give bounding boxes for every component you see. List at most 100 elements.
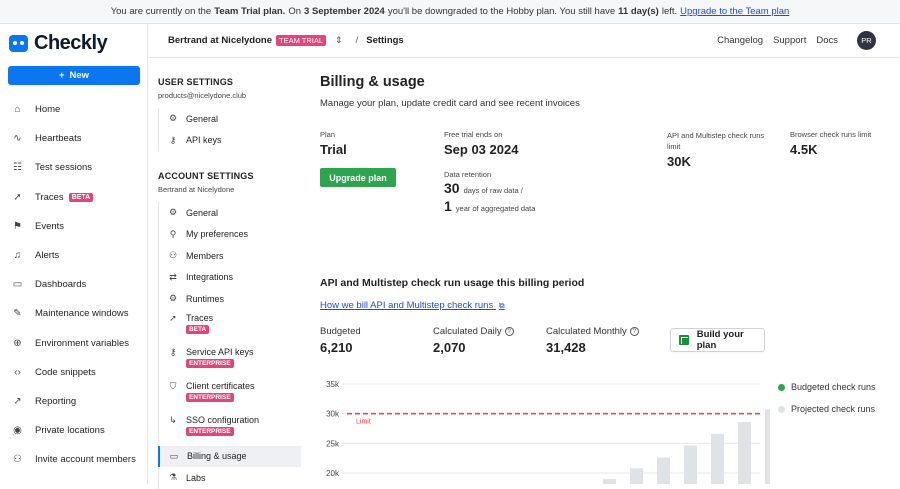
monthly-label: Calculated Monthly [546,326,627,337]
settings-item-label: Client certificates [186,380,255,391]
settings-item-text: My preferences [186,229,248,239]
enterprise-badge: ENTERPRISE [186,358,234,368]
settings-item-text: Service API keys ENTERPRISE [186,347,254,368]
help-icon[interactable]: ? [504,326,514,336]
retention-raw-num: 30 [444,180,460,196]
settings-item-runtimes[interactable]: ⚙ Runtimes [159,288,301,310]
sidebar-item-private-locations[interactable]: ◉ Private locations [0,416,148,445]
sidebar-item-test-sessions[interactable]: ☷ Test sessions [0,153,148,182]
settings-item-labs[interactable]: ⚗ Labs [159,467,301,489]
settings-item-my-preferences[interactable]: ⚲ My preferences [159,224,301,246]
enterprise-badge: ENTERPRISE [186,392,234,402]
sidebar-item-reporting[interactable]: ↗ Reporting [0,387,148,416]
chevron-updown-icon[interactable]: ⇕ [335,35,343,45]
sidebar: Checkly + New ⌂ Home ∿ Heartbeats ☷ Test sess… [0,24,148,484]
spreadsheet-icon [679,335,689,345]
usage-title: API and Multistep check run usage this b… [320,277,585,289]
settings-item-members[interactable]: ⚇ Members [159,245,301,267]
org-switcher[interactable]: Bertrand at Nicelydone [168,35,272,46]
browser-limit-value: 4.5K [790,142,818,157]
sidebar-item-heartbeats[interactable]: ∿ Heartbeats [0,124,148,153]
settings-item-icon: ⚗ [168,472,178,483]
projected-bar[interactable] [684,445,697,484]
budgeted-label: Budgeted [320,326,361,337]
legend-projected[interactable]: Projected check runs [778,404,875,414]
settings-item-general[interactable]: ⚙ General [159,202,301,224]
projected-bar[interactable] [603,478,616,484]
banner-days: 11 day(s) [618,6,659,17]
projected-bar[interactable] [738,421,751,484]
plus-icon: + [58,70,65,81]
banner-left: left. [661,6,678,17]
settings-item-traces[interactable]: ➚ Traces BETA [159,310,301,344]
logo[interactable]: Checkly [9,32,108,55]
sidebar-item-label: Maintenance windows [35,308,129,320]
user-settings-list: ⚙ General ⚷ API keys [158,108,301,151]
sidebar-item-label: Code snippets [35,366,96,378]
settings-item-text: Labs [186,473,206,483]
rocket-icon: ➚ [13,191,22,203]
settings-item-label: Runtimes [186,293,225,304]
sidebar-item-label: Alerts [35,250,60,262]
upgrade-plan-button[interactable]: Upgrade plan [320,168,396,187]
sidebar-item-dashboards[interactable]: ▭ Dashboards [0,270,148,299]
settings-item-integrations[interactable]: ⇄ Integrations [159,267,301,289]
upgrade-team-link[interactable]: Upgrade to the Team plan [680,6,790,17]
code-icon: ‹› [14,366,21,378]
top-links: Changelog Support Docs [717,35,838,46]
settings-item-client-certificates[interactable]: ⛉ Client certificates ENTERPRISE [159,378,301,412]
avatar[interactable]: PR [857,31,876,50]
changelog-link[interactable]: Changelog [717,35,764,46]
docs-link[interactable]: Docs [816,35,838,46]
projected-bar[interactable] [765,409,770,484]
settings-item-icon: ⚙ [168,207,178,218]
settings-item-general[interactable]: ⚙ General [159,108,301,130]
settings-item-icon: ▭ [169,450,179,461]
help-icon[interactable]: ? [629,326,639,336]
projected-bar[interactable] [711,433,724,484]
settings-item-text: Traces BETA [186,313,213,334]
sidebar-item-code-snippets[interactable]: ‹› Code snippets [0,358,148,387]
page-subtitle: Manage your plan, update credit card and… [320,98,580,109]
sidebar-item-label: Reporting [35,395,77,407]
build-your-plan-button[interactable]: Build your plan [670,328,765,352]
settings-item-billing-usage[interactable]: ▭ Billing & usage [158,445,301,467]
build-plan-label: Build your plan [696,329,744,351]
retention-raw: 30 days of raw data / [444,180,523,196]
sidebar-item-label: Environment variables [35,337,129,349]
legend-budgeted[interactable]: Budgeted check runs [778,382,876,392]
settings-item-label: SSO configuration [186,414,260,425]
settings-item-api-keys[interactable]: ⚷ API keys [159,130,301,152]
breadcrumb-settings[interactable]: Settings [366,35,404,46]
support-link[interactable]: Support [773,35,807,46]
sidebar-item-maintenance-windows[interactable]: ✎ Maintenance windows [0,299,148,328]
settings-item-sso-configuration[interactable]: ↳ SSO configuration ENTERPRISE [159,412,301,446]
settings-item-icon: ⚲ [169,228,177,239]
settings-item-icon: ⚷ [169,134,177,145]
plan-label: Plan [320,130,336,139]
trial-banner: You are currently on the Team Trial plan… [0,0,900,24]
sidebar-item-invite-account-members[interactable]: ⚇ Invite account members [0,445,148,474]
settings-item-service-api-keys[interactable]: ⚷ Service API keys ENTERPRISE [159,344,301,378]
sidebar-item-traces[interactable]: ➚ Traces BETA [0,183,148,212]
legend-projected-label: Projected check runs [791,404,876,414]
y-tick-label: 20k [326,469,340,478]
new-button[interactable]: + New [8,66,140,85]
settings-item-text: Billing & usage [187,451,247,461]
sidebar-item-events[interactable]: ⚑ Events [0,212,148,241]
retention-label: Data retention [444,170,492,179]
sidebar-item-label: Invite account members [35,454,136,466]
sidebar-item-home[interactable]: ⌂ Home [0,95,148,124]
y-tick-label: 25k [326,439,340,448]
billing-docs-link[interactable]: How we bill API and Multistep check runs… [320,300,505,311]
projected-bar[interactable] [630,468,643,484]
sidebar-item-environment-variables[interactable]: ⊕ Environment variables [0,329,148,358]
sidebar-item-alerts[interactable]: ♫ Alerts [0,241,148,270]
pin-icon: ◉ [13,425,22,437]
globe-icon: ⊕ [13,337,22,349]
monitor-icon: ▭ [12,279,23,291]
projected-bar[interactable] [657,457,670,484]
legend-projected-swatch [778,405,785,413]
settings-item-icon: ⚙ [168,113,178,124]
chart-icon: ↗ [13,395,22,407]
